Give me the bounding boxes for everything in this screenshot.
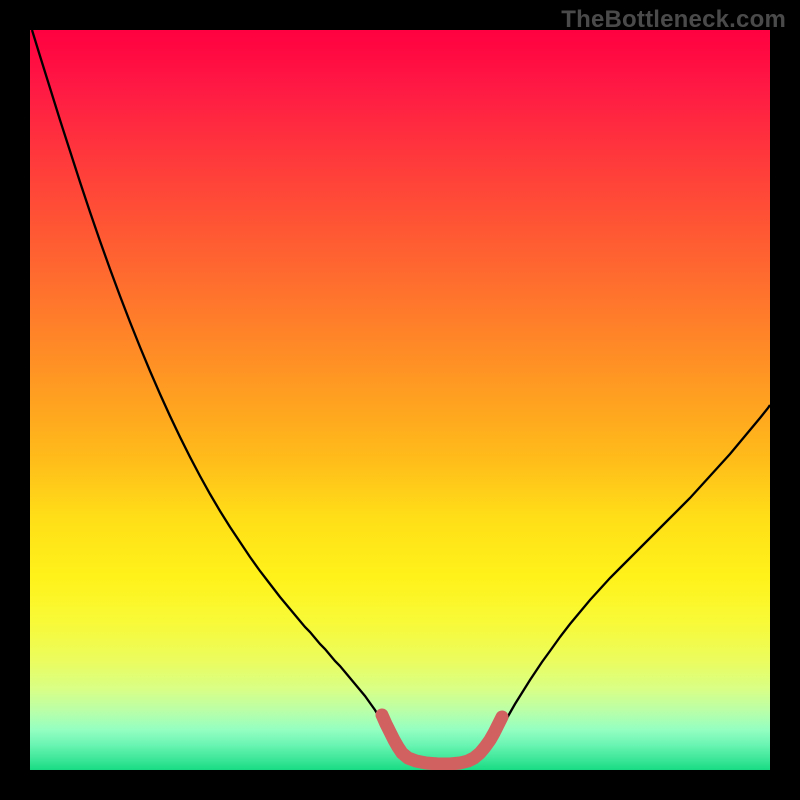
optimal-zone-marker — [30, 30, 770, 770]
plot-area — [30, 30, 770, 770]
chart-frame: TheBottleneck.com — [0, 0, 800, 800]
